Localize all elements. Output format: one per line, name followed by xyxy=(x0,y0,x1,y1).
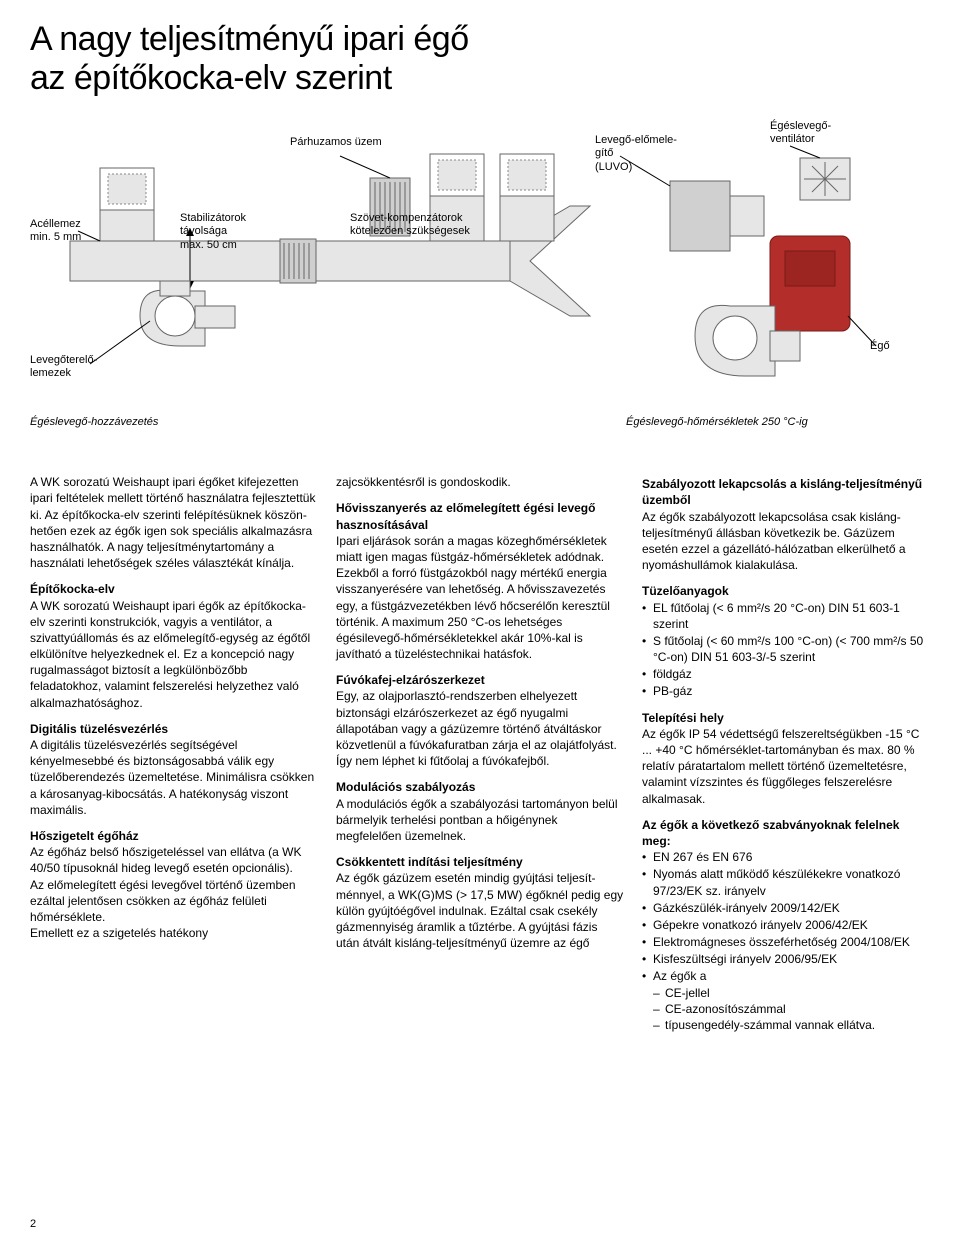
col3-sec3: Telepítési hely Az égők IP 54 védettségű… xyxy=(642,710,930,807)
std-item: Elektromágneses összeférhetőség 2004/108… xyxy=(642,934,930,950)
std-item: Nyomás alatt működő készülékekre vo­natk… xyxy=(642,866,930,898)
label-right-italic: Égéslevegő-hőmérsékletek 250 °C-ig xyxy=(626,416,808,429)
col1-intro: A WK sorozatú Weishaupt ipari égőket kif… xyxy=(30,474,318,571)
page-title: A nagy teljesítményű ipari égő az építők… xyxy=(30,20,930,98)
col2-h4: Modulációs szabályozás xyxy=(336,779,624,795)
col2-p1: zajcsökkentésről is gondoskodik. xyxy=(336,474,624,490)
col1-sec2: Digitális tüzelésvezérlés A digitális tü… xyxy=(30,721,318,818)
std-sublist: CE-jellel CE-azonosítószámmal típusenged… xyxy=(653,985,930,1034)
std-item: Gépekre vonatkozó irányelv 2006/42/EK xyxy=(642,917,930,933)
title-line-1: A nagy teljesítményű ipari égő xyxy=(30,20,469,58)
col3-h4: Az égők a következő szabványoknak fe­lel… xyxy=(642,817,930,849)
col1-sec3: Hőszigetelt égőház Az égőház belső hőszi… xyxy=(30,828,318,941)
col3-sec1: Szabályozott lekapcsolás a kisláng-tel­j… xyxy=(642,476,930,573)
col2-h3: Fúvókafej-elzárószerkezet xyxy=(336,672,624,688)
fuel-item: EL fűtőolaj (< 6 mm²/s 20 °C-on) DIN 51 … xyxy=(642,600,930,632)
col2-h2: Hővisszanyerés az előmelegített égési le… xyxy=(336,500,624,532)
std-subitem: típusengedély-számmal vannak ellátva. xyxy=(653,1017,930,1033)
col1-h2: Építőkocka-elv xyxy=(30,581,318,597)
fuel-item: PB-gáz xyxy=(642,683,930,699)
text-columns: A WK sorozatú Weishaupt ipari égőket kif… xyxy=(30,474,930,1034)
std-item: EN 267 és EN 676 xyxy=(642,849,930,865)
page-number: 2 xyxy=(30,1217,36,1232)
label-stab: Stabilizátorok távolsága max. 50 cm xyxy=(180,212,246,252)
std-item: Kisfeszültségi irányelv 2006/95/EK xyxy=(642,951,930,967)
label-steel: Acéllemez min. 5 mm xyxy=(30,218,81,244)
col2-sec3: Modulációs szabályozás A modulációs égők… xyxy=(336,779,624,844)
col1-sec1: Építőkocka-elv A WK sorozatú Weishaupt i… xyxy=(30,581,318,711)
col2-sec1: Hővisszanyerés az előmelegített égési le… xyxy=(336,500,624,662)
label-szovet: Szövet-kompenzátorok kötelezően szüksége… xyxy=(350,212,470,238)
label-luvo: Levegő-előmele- gítő (LUVO) xyxy=(595,134,677,174)
col1-h4: Hőszigetelt égőház xyxy=(30,828,318,844)
column-2: zajcsökkentésről is gondoskodik. Hővissz… xyxy=(336,474,624,1034)
standards-list: EN 267 és EN 676 Nyomás alatt működő kés… xyxy=(642,849,930,1033)
col3-h2: Tüzelőanyagok xyxy=(642,583,930,599)
burner-schematic-svg xyxy=(30,116,930,456)
fuel-item: S fűtőolaj (< 60 mm²/s 100 °C-on) (< 700… xyxy=(642,633,930,665)
label-parallel: Párhuzamos üzem xyxy=(290,136,382,149)
label-fan: Égéslevegő- ventilátor xyxy=(770,120,831,146)
std-item-nested: Az égők a CE-jellel CE-azonosítószámmal … xyxy=(642,968,930,1033)
column-1: A WK sorozatú Weishaupt ipari égőket kif… xyxy=(30,474,318,1034)
label-terelo: Levegőterelő- lemezek xyxy=(30,354,97,380)
col3-h1: Szabályozott lekapcsolás a kisláng-tel­j… xyxy=(642,476,930,508)
col2-sec4: Csökkentett indítási teljesítmény Az égő… xyxy=(336,854,624,951)
col3-h3: Telepítési hely xyxy=(642,710,930,726)
label-left-italic: Égéslevegő-hozzávezetés xyxy=(30,416,158,429)
column-3: Szabályozott lekapcsolás a kisláng-tel­j… xyxy=(642,474,930,1034)
col2-sec2: Fúvókafej-elzárószerkezet Egy, az olajpo… xyxy=(336,672,624,769)
col1-h3: Digitális tüzelésvezérlés xyxy=(30,721,318,737)
std-subitem: CE-azonosítószámmal xyxy=(653,1001,930,1017)
fuel-item: földgáz xyxy=(642,666,930,682)
fuel-list: EL fűtőolaj (< 6 mm²/s 20 °C-on) DIN 51 … xyxy=(642,600,930,700)
title-line-2: az építőkocka-elv szerint xyxy=(30,59,392,97)
col2-h5: Csökkentett indítási teljesítmény xyxy=(336,854,624,870)
schematic-diagram: Párhuzamos üzem Levegő-előmele- gítő (LU… xyxy=(30,116,930,456)
std-subitem: CE-jellel xyxy=(653,985,930,1001)
std-item: Gázkészülék-irányelv 2009/142/EK xyxy=(642,900,930,916)
label-ego: Égő xyxy=(870,340,890,353)
